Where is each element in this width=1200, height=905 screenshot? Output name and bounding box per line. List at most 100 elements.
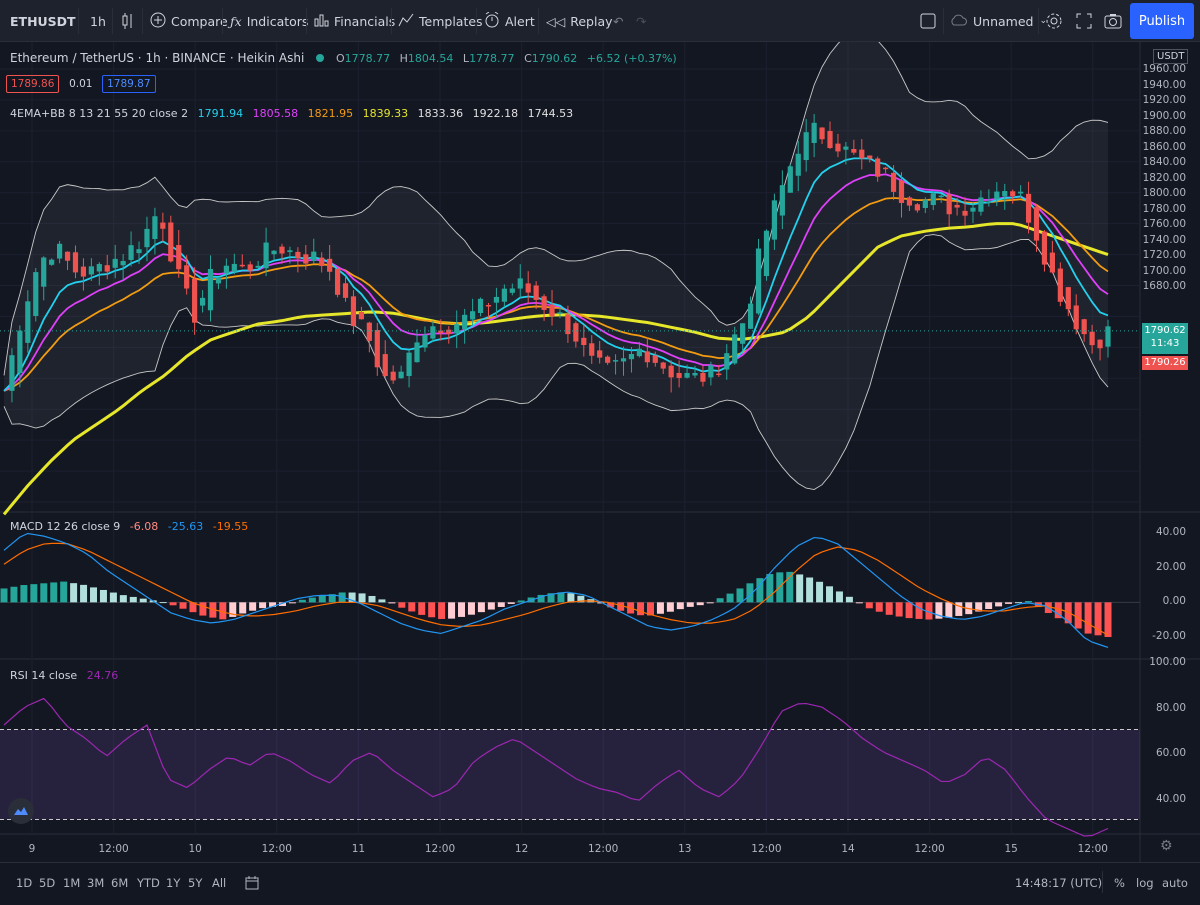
tradingview-logo[interactable] <box>8 798 34 824</box>
fullscreen-button[interactable] <box>1076 0 1092 42</box>
candle-up <box>454 324 460 334</box>
macd-histogram-bar <box>925 602 933 620</box>
sell-button[interactable]: 1789.86 <box>6 75 60 93</box>
candle-up <box>978 197 984 212</box>
macd-histogram-bar <box>318 595 326 603</box>
alert-button[interactable]: Alert <box>484 0 535 42</box>
candle-up <box>9 355 15 391</box>
range-button-5d[interactable]: 5D <box>39 876 56 890</box>
macd-histogram-bar <box>368 595 376 603</box>
candle-up <box>692 372 698 376</box>
interval-button[interactable]: 1h <box>90 0 106 42</box>
candle-up <box>557 312 563 314</box>
settings-button[interactable] <box>1045 0 1063 42</box>
macd-histogram-bar <box>885 602 893 615</box>
macd-histogram-bar <box>119 595 127 603</box>
layout-name-button[interactable]: Unnamed ⌄ <box>950 0 1047 42</box>
candle-down <box>962 210 968 216</box>
macd-histogram-bar <box>109 592 117 603</box>
bid-price: 1790.26 <box>1144 357 1186 368</box>
candle-up <box>56 243 63 259</box>
indicators-button[interactable]: ƒx Indicators <box>230 0 308 42</box>
bb-upper-value: 1922.18 <box>472 107 519 120</box>
fullscreen-toggle-button[interactable] <box>920 0 936 42</box>
bollinger-lower-line <box>3 234 1109 490</box>
chevron-down-icon: ⌄ <box>1039 16 1048 26</box>
macd-histogram-bar <box>159 602 167 604</box>
price-tick-label: 1960.00 <box>1142 63 1186 75</box>
clock-display[interactable]: 14:48:17 (UTC) <box>1015 876 1103 890</box>
macd-histogram-bar <box>557 592 565 603</box>
macd-histogram-bar <box>796 574 804 603</box>
candle-up <box>17 330 23 374</box>
change-value: +6.52 (+0.37%) <box>586 52 677 65</box>
candle-down <box>565 314 571 335</box>
chart-canvas[interactable] <box>0 42 1200 862</box>
macd-histogram-bar <box>995 602 1003 607</box>
macd-tick-label: 20.00 <box>1155 560 1186 573</box>
range-button-5y[interactable]: 5Y <box>188 876 203 890</box>
macd-name: MACD 12 26 close 9 <box>10 520 121 533</box>
range-button-all[interactable]: All <box>212 876 227 890</box>
macd-histogram-bar <box>806 577 814 603</box>
candle-down <box>168 222 174 262</box>
candle-down <box>485 305 492 307</box>
percent-toggle[interactable]: % <box>1114 876 1125 890</box>
candle-down <box>358 311 365 320</box>
macd-histogram-bar <box>179 602 187 609</box>
candle-down <box>676 372 682 378</box>
macd-histogram-bar <box>875 602 883 612</box>
snapshot-button[interactable] <box>1104 0 1122 42</box>
range-button-3m[interactable]: 3M <box>87 876 105 890</box>
macd-histogram-bar <box>388 602 396 604</box>
publish-button[interactable]: Publish <box>1130 3 1194 39</box>
range-button-1m[interactable]: 1M <box>63 876 81 890</box>
price-tick-label: 1800.00 <box>1142 187 1186 200</box>
goto-date-button[interactable] <box>244 863 260 903</box>
macd-histogram-bar <box>656 602 664 614</box>
symbol-search-button[interactable]: ETHUSDT <box>10 0 76 42</box>
undo-button[interactable]: ↶ <box>613 0 623 42</box>
compare-button[interactable]: Compare <box>150 0 228 42</box>
templates-label: Templates <box>419 13 483 29</box>
rsi-value: 24.76 <box>86 669 119 682</box>
candle-down <box>279 246 285 254</box>
financials-label: Financials <box>334 13 396 29</box>
price-tick-label: 1720.00 <box>1142 249 1186 262</box>
close-value: 1790.62 <box>531 52 578 65</box>
macd-histogram-bar <box>269 602 277 607</box>
candle-down <box>581 337 587 346</box>
candle-down <box>605 356 611 363</box>
candle-down <box>906 197 913 206</box>
replay-button[interactable]: ◁◁ Replay <box>546 0 613 42</box>
range-button-1d[interactable]: 1D <box>16 876 33 890</box>
macd-hist-value: -6.08 <box>129 520 159 533</box>
candle-down <box>374 330 380 368</box>
financials-button[interactable]: Financials <box>314 0 395 42</box>
high-value: 1804.54 <box>407 52 454 65</box>
log-toggle[interactable]: log <box>1136 876 1154 890</box>
macd-histogram-bar <box>358 593 366 603</box>
open-value: 1778.77 <box>344 52 391 65</box>
candle-down <box>104 265 110 272</box>
time-axis-settings-button[interactable]: ⚙ <box>1160 838 1173 854</box>
auto-toggle[interactable]: auto <box>1162 876 1188 890</box>
redo-button[interactable]: ↷ <box>636 0 646 42</box>
range-button-ytd[interactable]: YTD <box>137 876 160 890</box>
price-tick-label: 1940.00 <box>1142 78 1186 91</box>
macd-histogram-bar <box>617 602 625 611</box>
bid-price-badge: 1790.26 <box>1142 356 1188 370</box>
macd-histogram-bar <box>20 585 28 603</box>
buy-button[interactable]: 1789.87 <box>102 75 156 93</box>
macd-tick-label: -20.00 <box>1152 630 1186 643</box>
macd-histogram-bar <box>1064 602 1072 624</box>
templates-button[interactable]: Templates <box>398 0 483 42</box>
macd-histogram-bar <box>696 602 704 606</box>
chart-style-button[interactable] <box>120 0 134 42</box>
currency-button[interactable]: USDT <box>1153 49 1189 64</box>
candle-up <box>112 258 118 268</box>
rsi-legend: RSI 14 close 24.76 <box>10 669 124 682</box>
range-button-1y[interactable]: 1Y <box>166 876 181 890</box>
candle-down <box>946 194 952 215</box>
range-button-6m[interactable]: 6M <box>111 876 129 890</box>
